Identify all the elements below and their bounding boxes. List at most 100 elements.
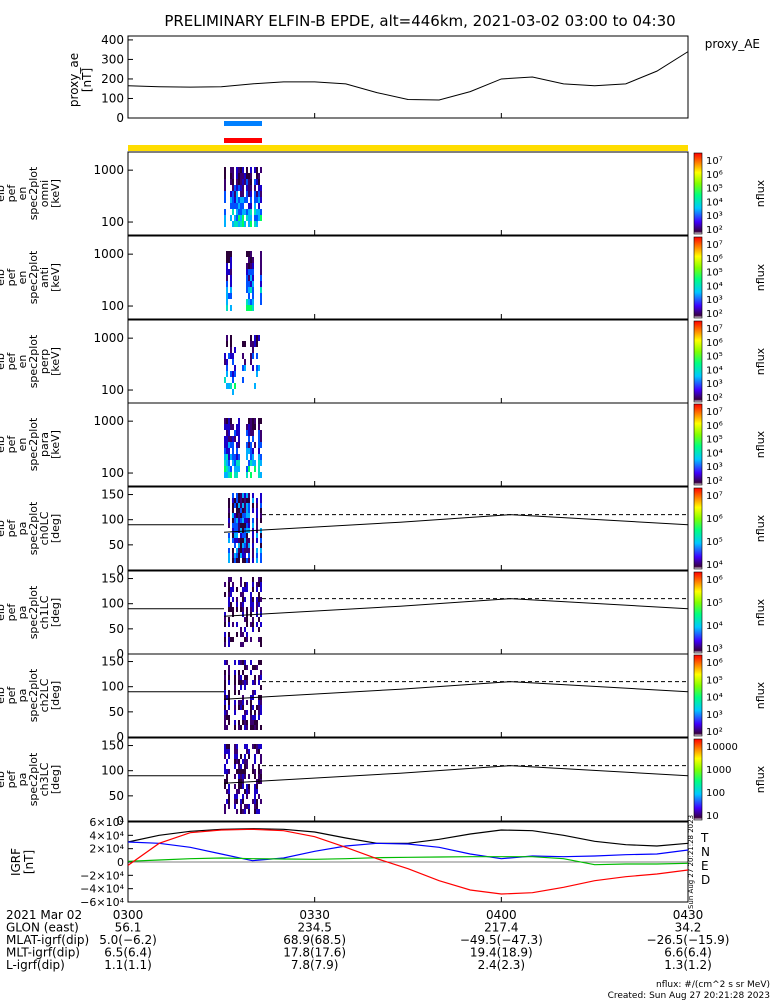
spectrogram-cell xyxy=(234,197,236,203)
spectrogram-cell xyxy=(236,538,238,543)
spectrogram-cell xyxy=(240,642,242,647)
spectrogram-cell xyxy=(260,637,262,642)
spectrogram-cell xyxy=(224,754,226,759)
orbit-yellow-bar xyxy=(128,145,688,151)
spectrogram-cell xyxy=(224,710,226,715)
spectrogram-cell xyxy=(232,436,234,442)
spectrogram-cell xyxy=(234,804,236,809)
spectrogram-cell xyxy=(224,197,226,203)
spectrogram-cell xyxy=(252,622,254,627)
spectrogram-cell xyxy=(226,769,228,774)
en-ytick-label: 100 xyxy=(101,215,124,229)
panel-ylabel-line: elb xyxy=(0,520,7,537)
spectrogram-cell xyxy=(224,448,226,454)
spectrogram-cell xyxy=(230,637,232,642)
spectrogram-cell xyxy=(258,592,260,597)
spectrogram-cell xyxy=(230,353,232,359)
spectrogram-cell xyxy=(260,472,262,478)
panel-ylabel-line: en xyxy=(16,271,29,285)
colorbar-label: 10² xyxy=(706,309,723,320)
spectrogram-cell xyxy=(230,607,232,612)
spectrogram-cell xyxy=(260,769,262,774)
panel-ylabel-line: spec2plot xyxy=(27,752,40,806)
spectrogram-cell xyxy=(228,700,230,705)
spectrogram-cell xyxy=(250,221,252,227)
spectrogram-cell xyxy=(248,493,250,498)
spectrogram-cell xyxy=(254,799,256,804)
panel-ylabel-line: pef xyxy=(5,352,18,371)
spectrogram-cell xyxy=(260,185,262,191)
spectrogram-cell xyxy=(248,251,250,257)
panel-ylabel-line: pa xyxy=(16,773,29,787)
spectrogram-cell xyxy=(260,558,262,563)
panel-ylabel-line: pef xyxy=(5,603,18,622)
xaxis-row-value: 6.6(6.4) xyxy=(664,946,712,960)
colorbar-label: 10² xyxy=(706,727,723,738)
spectrogram-cell xyxy=(232,167,234,173)
spectrogram-cell xyxy=(252,263,254,269)
ae-ytick-label: 0 xyxy=(116,111,124,125)
spectrogram-cell xyxy=(252,460,254,466)
spectrogram-cell xyxy=(224,167,226,173)
spectrogram-cell xyxy=(258,365,260,371)
spectrogram-cell xyxy=(224,680,226,685)
panel-ylabel-line: spec2plot xyxy=(27,668,40,722)
spectrogram-cell xyxy=(234,523,236,528)
spectrogram-cell xyxy=(226,263,228,269)
spectrogram-cell xyxy=(224,582,226,587)
spectrogram-cell xyxy=(226,779,228,784)
spectrogram-cell xyxy=(256,167,258,173)
spectrogram-cell xyxy=(238,720,240,725)
spectrogram-cell xyxy=(238,185,240,191)
spectrogram-cell xyxy=(256,209,258,215)
spectrogram-cell xyxy=(240,675,242,680)
spectrogram-cell xyxy=(224,617,226,622)
spectrogram-cell xyxy=(254,759,256,764)
spectrogram-cell xyxy=(236,558,238,563)
spectrogram-cell xyxy=(242,203,244,209)
spectrogram-cell xyxy=(236,632,238,637)
spectrogram-cell xyxy=(252,498,254,503)
spectrogram-cell xyxy=(224,592,226,597)
ae-frame xyxy=(127,35,689,119)
spectrogram-cell xyxy=(254,209,256,215)
xaxis-row-value: 1.3(1.2) xyxy=(664,958,712,972)
spectrogram-cell xyxy=(234,749,236,754)
spectrogram-cell xyxy=(234,365,236,371)
spectrogram-cell xyxy=(260,744,262,749)
spectrogram-cell xyxy=(250,299,252,305)
panel-ylabel-line: pa xyxy=(16,522,29,536)
spectrogram-cell xyxy=(226,365,228,371)
spectrogram-cell xyxy=(242,508,244,513)
spectrogram-cell xyxy=(246,548,248,553)
spectrogram-cell xyxy=(224,749,226,754)
igrf-ytick-label: 6×10⁴ xyxy=(89,816,124,829)
spectrogram-cell xyxy=(256,789,258,794)
spectrogram-cell xyxy=(234,720,236,725)
spectrogram-cell xyxy=(224,637,226,642)
spectrogram-cell xyxy=(228,553,230,558)
spectrogram-cell xyxy=(252,305,254,311)
spectrogram-cell xyxy=(240,533,242,538)
spectrogram-cell xyxy=(244,720,246,725)
spectrogram-cell xyxy=(250,472,252,478)
spectrogram-cell xyxy=(230,466,232,472)
spectrogram-cell xyxy=(244,533,246,538)
x-axis-annotation: 2021 Mar 02 0300 0330 0400 0430 GLON (east) 56… xyxy=(6,908,729,972)
xaxis-row-value: 56.1 xyxy=(115,921,142,935)
spectrogram-cell xyxy=(232,538,234,543)
spectrogram-cell xyxy=(254,809,256,814)
spectrogram-cell xyxy=(260,498,262,503)
spectrogram-cell xyxy=(254,191,256,197)
colorbar-title: nflux xyxy=(754,514,767,542)
spectrogram-cell xyxy=(230,424,232,430)
spectrogram-cell xyxy=(246,637,248,642)
spectrogram-cell xyxy=(254,221,256,227)
spectrogram-cell xyxy=(256,365,258,371)
spectrogram-cell xyxy=(224,454,226,460)
spectrogram-cell xyxy=(230,287,232,293)
spectrogram-cell xyxy=(238,784,240,789)
spectrogram-cell xyxy=(244,715,246,720)
spectrogram-cell xyxy=(252,275,254,281)
spectrogram-cell xyxy=(234,774,236,779)
